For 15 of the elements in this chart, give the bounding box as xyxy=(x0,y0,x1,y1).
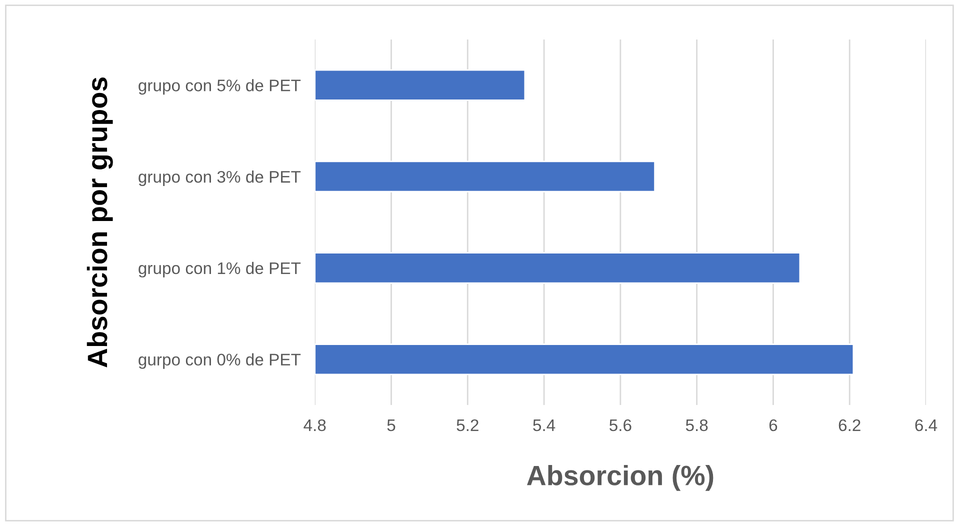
x-tick-label: 6.4 xyxy=(915,419,938,432)
y-tick-label: grupo con 5% de PET xyxy=(138,79,301,95)
x-tick-label: 4.8 xyxy=(304,419,326,432)
x-tick-label: 5 xyxy=(387,420,396,432)
x-tick-label: 5.6 xyxy=(610,419,632,432)
x-tick-label: 5.4 xyxy=(533,420,556,432)
x-tick-label: 6.2 xyxy=(838,419,860,432)
y-axis-title: Absorcion por grupos xyxy=(86,78,113,368)
y-tick-label: grupo con 1% de PET xyxy=(138,262,301,278)
y-tick-label: grupo con 3% de PET xyxy=(138,170,301,186)
x-axis-title: Absorcion (%) xyxy=(526,465,714,491)
y-tick-label: gurpo con 0% de PET xyxy=(138,353,301,369)
x-tick-label: 5.2 xyxy=(456,419,478,432)
x-tick-label: 5.8 xyxy=(686,419,708,432)
x-tick-label: 6 xyxy=(769,419,778,432)
